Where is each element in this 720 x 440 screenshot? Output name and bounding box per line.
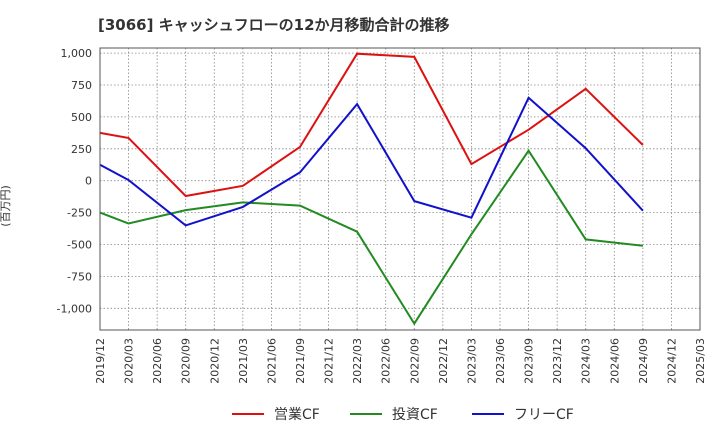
- x-tick-label: 2024/09: [637, 338, 650, 384]
- legend: 営業CF 投資CF フリーCF: [232, 407, 574, 423]
- legend-label: フリーCF: [514, 407, 574, 423]
- y-tick-label: -1,000: [57, 302, 92, 315]
- series-line-1: [99, 148, 644, 326]
- y-tick-labels: 1,000 750 500 250 0 -250 -500 -750 -1,000: [57, 47, 92, 315]
- series-line-2: [99, 96, 644, 227]
- x-tick-label: 2024/03: [580, 338, 593, 384]
- series-lines: [99, 52, 644, 326]
- x-tick-label: 2019/12: [94, 338, 107, 384]
- x-tick-label: 2020/03: [123, 338, 136, 384]
- x-tick-label: 2025/03: [694, 338, 707, 384]
- x-tick-label: 2024/12: [665, 338, 678, 384]
- x-tick-label: 2023/06: [494, 338, 507, 384]
- x-tick-label: 2022/12: [437, 338, 450, 384]
- series-line-0: [99, 52, 644, 198]
- x-tick-label: 2020/09: [180, 338, 193, 384]
- x-tick-label: 2021/03: [237, 338, 250, 384]
- y-tick-label: 250: [71, 143, 92, 156]
- x-tick-label: 2021/09: [294, 338, 307, 384]
- legend-label: 投資CF: [392, 407, 438, 423]
- y-tick-label: 500: [71, 111, 92, 124]
- x-tick-label: 2020/06: [151, 338, 164, 384]
- y-tick-label: 1,000: [61, 47, 93, 60]
- x-tick-label: 2021/06: [265, 338, 278, 384]
- y-tick-label: -500: [67, 239, 92, 252]
- chart-title: [3066] キャッシュフローの12か月移動合計の推移: [98, 16, 450, 34]
- x-tick-label: 2022/03: [351, 338, 364, 384]
- grid-lines: [100, 48, 700, 330]
- y-tick-label: 0: [85, 175, 92, 188]
- plot-frame: [99, 47, 701, 331]
- y-tick-label: -250: [67, 207, 92, 220]
- x-tick-label: 2021/12: [323, 338, 336, 384]
- y-tick-label: -750: [67, 270, 92, 283]
- y-tick-label: 750: [71, 79, 92, 92]
- x-tick-label: 2020/12: [208, 338, 221, 384]
- x-tick-label: 2023/09: [523, 338, 536, 384]
- x-tick-label: 2023/03: [465, 338, 478, 384]
- legend-label: 営業CF: [274, 407, 320, 423]
- x-tick-label: 2024/06: [608, 338, 621, 384]
- x-tick-label: 2022/06: [380, 338, 393, 384]
- x-tick-label: 2023/12: [551, 338, 564, 384]
- x-tick-labels: 2019/12 2020/03 2020/06 2020/09 2020/12 2021/…: [94, 338, 707, 384]
- x-tick-label: 2022/09: [408, 338, 421, 384]
